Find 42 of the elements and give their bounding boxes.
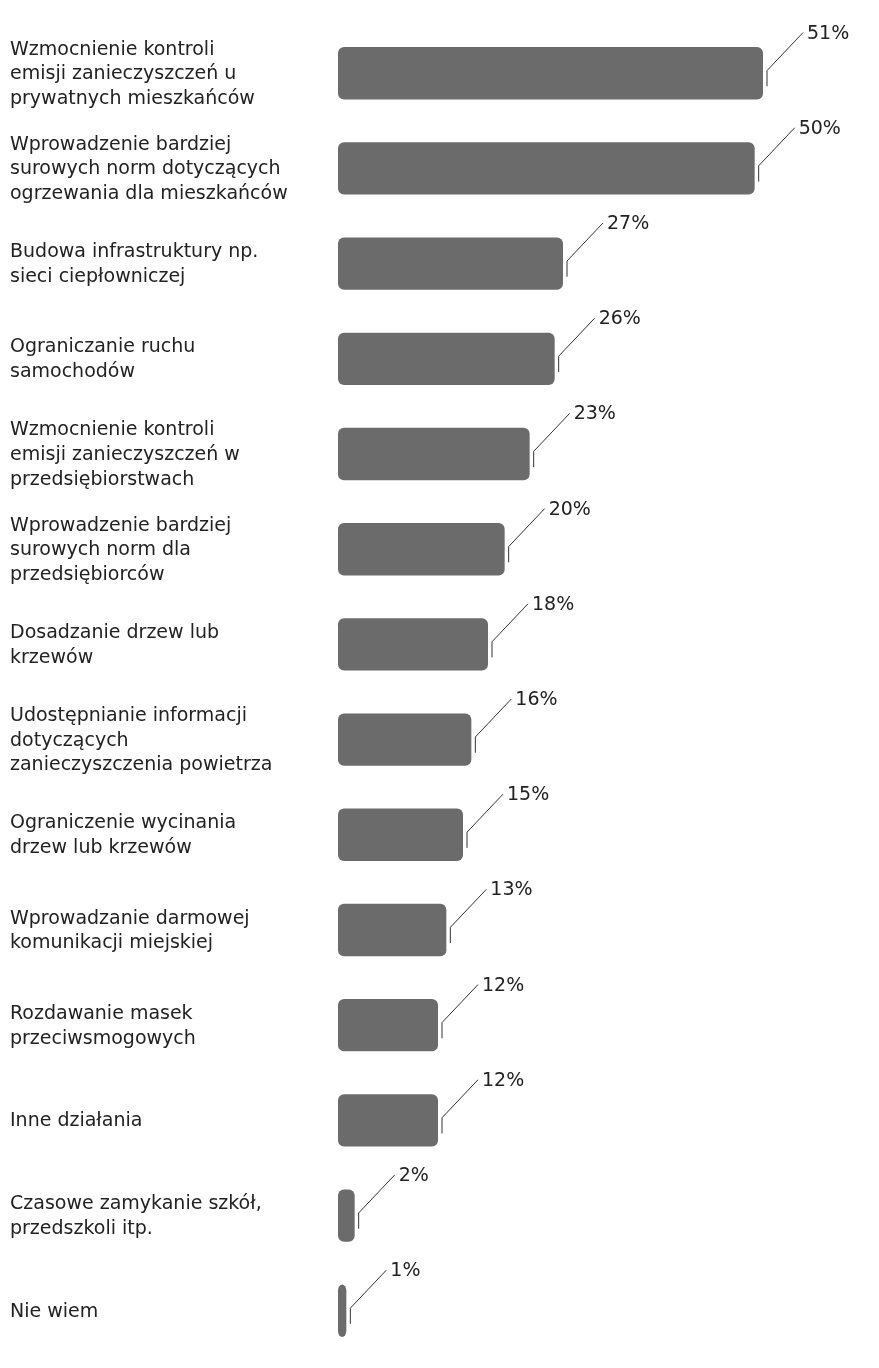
data-label: 51%	[807, 20, 850, 43]
data-label: 1%	[390, 1258, 421, 1281]
data-label: 20%	[548, 496, 591, 519]
y-tick-label: Wprowadzanie darmowej komunikacji miejskiej	[10, 905, 250, 952]
bar	[338, 237, 563, 290]
bar	[338, 332, 555, 385]
y-tick-label: Inne działania	[10, 1107, 143, 1130]
data-label: 12%	[482, 1067, 525, 1090]
y-tick-label: Budowa infrastruktury np. sieci ciepłowniczej	[10, 238, 259, 286]
bar	[338, 523, 505, 576]
y-tick-label: Czasowe zamykanie szkół, przedszkoli itp.	[10, 1190, 262, 1238]
y-tick-label: Wprowadzenie bardziej surowych norm dla przedsiębiorców	[10, 512, 232, 584]
data-label: 15%	[507, 782, 550, 805]
y-tick-label: Nie wiem	[10, 1298, 99, 1321]
y-tick-label: Rozdawanie masek przeciwsmogowych	[10, 1000, 196, 1048]
bar	[338, 427, 530, 481]
data-label: 2%	[398, 1162, 429, 1185]
data-label: 26%	[598, 306, 641, 329]
y-tick-label: Udostępnianie informacji dotyczących zanieczyszczenia powietrza	[10, 702, 273, 774]
data-label: 23%	[573, 401, 616, 424]
data-label: 16%	[515, 686, 558, 709]
bar	[338, 1284, 347, 1337]
y-tick-label: Wzmocnienie kontroli emisji zanieczyszczeń w przedsiębiorstwach	[10, 416, 240, 489]
bar	[338, 903, 447, 957]
bar	[338, 999, 438, 1052]
bar	[338, 47, 763, 100]
y-tick-label: Dosadzanie drzew lub krzewów	[10, 619, 220, 667]
data-label: 27%	[607, 210, 650, 233]
bar	[338, 713, 472, 766]
data-label: 50%	[798, 115, 841, 138]
y-tick-label: Wzmocnienie kontroli emisji zanieczyszczeń u prywatnych mieszkańców	[10, 36, 255, 108]
data-label: 18%	[532, 591, 575, 614]
bar	[338, 142, 755, 195]
data-label: 12%	[482, 972, 525, 995]
bar	[338, 808, 463, 861]
bar	[338, 1189, 355, 1242]
bar	[338, 1094, 438, 1147]
data-label: 13%	[490, 877, 533, 900]
bar	[338, 618, 488, 671]
y-tick-label: Ograniczenie wycinania drzew lub krzewów	[10, 809, 237, 857]
y-tick-label: Ograniczanie ruchu samochodów	[10, 333, 196, 381]
y-tick-label: Wprowadzenie bardziej surowych norm dotyczących ogrzewania dla mieszkańców	[10, 131, 288, 203]
